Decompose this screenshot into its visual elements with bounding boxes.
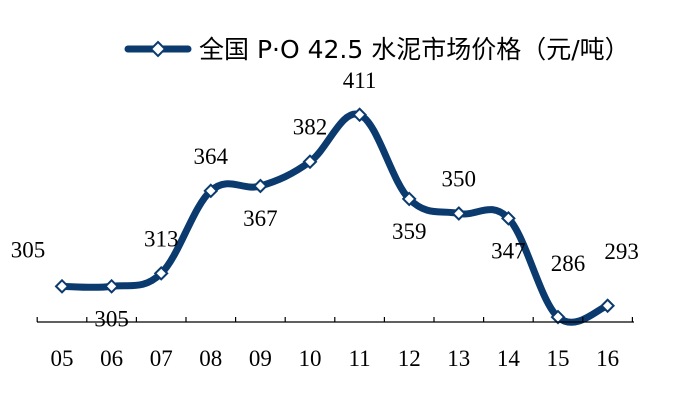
x-tick-label: 13: [447, 346, 470, 371]
data-label: 305: [11, 237, 46, 262]
legend: 全国 P·O 42.5 水泥市场价格（元/吨）: [124, 35, 630, 64]
data-label: 359: [392, 219, 427, 244]
x-tick-label: 10: [299, 346, 322, 371]
x-tick-label: 11: [349, 346, 371, 371]
data-point-marker: [153, 265, 169, 281]
data-point-marker: [104, 278, 120, 294]
plot-area: 305 305 313 364 367 382 411 359 350 347 286 293: [11, 68, 639, 332]
data-label: 382: [293, 115, 328, 140]
data-point-marker: [203, 183, 219, 199]
data-label: 367: [243, 206, 278, 231]
data-label: 364: [194, 144, 229, 169]
series-line: [58, 110, 612, 326]
data-label: 350: [442, 167, 477, 192]
data-point-marker: [252, 178, 268, 194]
x-tick-label: 15: [547, 346, 570, 371]
data-point-marker: [500, 210, 516, 226]
data-point-marker: [401, 191, 417, 207]
data-point-marker: [550, 309, 566, 325]
data-point-marker: [451, 206, 467, 221]
x-tick-label: 05: [51, 346, 74, 371]
x-axis: 05 06 07 08 09 10 11 12 13 14 15 16: [36, 317, 634, 371]
x-tick-label: 09: [249, 346, 272, 371]
data-point-marker: [302, 154, 318, 170]
x-tick-label: 12: [398, 346, 421, 371]
x-tick-label: 14: [497, 346, 521, 371]
data-point-marker: [352, 107, 368, 123]
data-point-marker: [54, 278, 70, 294]
data-label: 305: [94, 306, 129, 331]
x-tick-label: 06: [100, 346, 123, 371]
legend-marker-icon: [149, 40, 167, 58]
legend-series-name: 全国 P·O 42.5 水泥市场价格（元/吨）: [199, 35, 630, 64]
x-tick-label: 07: [150, 346, 173, 371]
data-label: 293: [604, 239, 639, 264]
data-label: 347: [491, 238, 526, 263]
data-label: 411: [343, 68, 377, 93]
x-tick-label: 08: [199, 346, 222, 371]
data-label: 286: [551, 251, 586, 276]
data-point-marker: [600, 298, 616, 314]
x-tick-label: 16: [596, 346, 619, 371]
data-label: 313: [144, 226, 179, 251]
